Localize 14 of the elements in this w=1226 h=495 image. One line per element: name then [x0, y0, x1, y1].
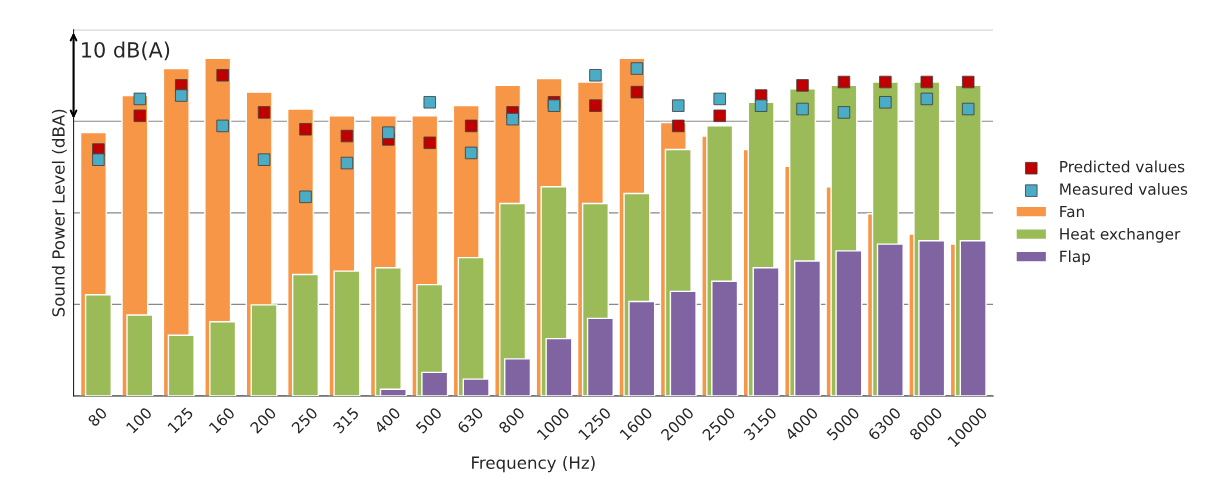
x-tick-label: 100 [125, 406, 153, 434]
legend-label: Predicted values [1060, 160, 1185, 173]
legend-label: Measured values [1060, 183, 1188, 195]
x-tick-label: 800 [497, 406, 526, 434]
legend-label: Flap [1060, 250, 1091, 266]
x-tick-label: 160 [208, 406, 236, 434]
annotation: 10 dB(A) [82, 41, 170, 61]
x-tick-label: 400 [373, 406, 402, 435]
x-tick-label: 80 [87, 406, 108, 428]
y-axis-title: Sound Power Level (dBA) [51, 109, 67, 317]
legend-label: Fan [1060, 205, 1084, 218]
x-tick-label: 630 [456, 406, 484, 434]
x-axis-title: Frequency (Hz) [472, 456, 595, 473]
legend-label: Heat exchanger [1060, 227, 1181, 243]
